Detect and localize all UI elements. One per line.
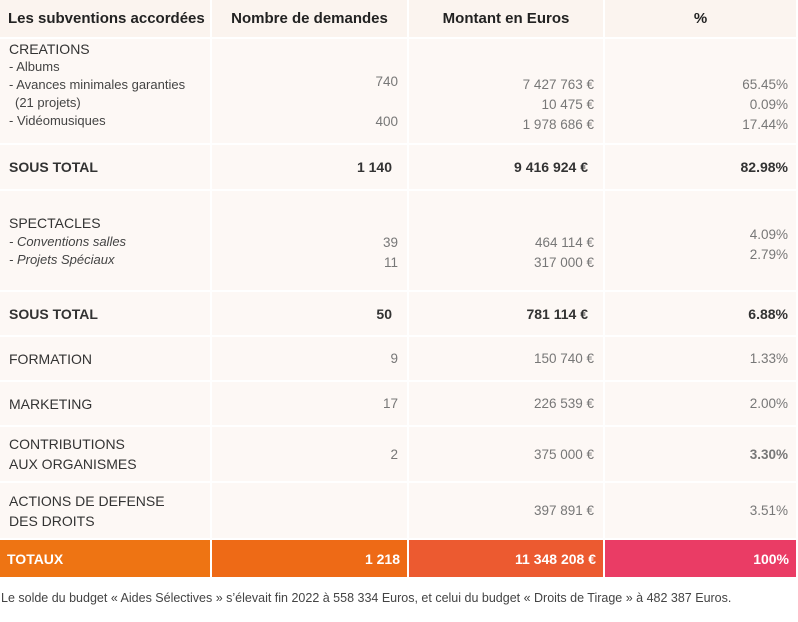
- spectacles-title: SPECTACLES: [9, 215, 101, 231]
- table-row-creations: CREATIONS - Albums - Avances minimales g…: [0, 39, 798, 145]
- spectacles-pcts-cell: 4.09% 2.79%: [605, 191, 798, 292]
- table-row-totals: TOTAUX 1 218 11 348 208 € 100%: [0, 540, 798, 577]
- creations-pcts-cell: 65.45% 0.09% 17.44%: [605, 39, 798, 145]
- formation-count: 9: [212, 337, 409, 382]
- contributions-count: 2: [212, 427, 409, 483]
- subtotal2-pct: 6.88%: [605, 292, 798, 337]
- table-row-formation: FORMATION 9 150 740 € 1.33%: [0, 337, 798, 382]
- table-row-contributions: CONTRIBUTIONS AUX ORGANISMES 2 375 000 €…: [0, 427, 798, 483]
- spectacles-count-conventions: 39: [382, 235, 398, 250]
- spectacles-pct-conventions: 4.09%: [749, 227, 788, 242]
- subtotal1-count: 1 140: [212, 145, 409, 191]
- subtotal2-amount: 781 114 €: [409, 292, 605, 337]
- spectacles-label-cell: SPECTACLES - Conventions salles - Projet…: [0, 191, 212, 292]
- totals-label: TOTAUX: [0, 540, 212, 577]
- creations-amounts-cell: 7 427 763 € 10 475 € 1 978 686 €: [409, 39, 605, 145]
- header-amount-euros: Montant en Euros: [409, 0, 605, 39]
- table-row-defense: ACTIONS DE DEFENSE DES DROITS 397 891 € …: [0, 483, 798, 540]
- header-request-count: Nombre de demandes: [212, 0, 409, 39]
- formation-pct: 1.33%: [605, 337, 798, 382]
- creations-amount-albums: 7 427 763 €: [522, 77, 594, 92]
- budget-balance-footnote: Le solde du budget « Aides Sélectives » …: [1, 591, 732, 605]
- creations-item-advances: - Avances minimales garanties: [9, 77, 186, 92]
- creations-label-cell: CREATIONS - Albums - Avances minimales g…: [0, 39, 212, 145]
- spectacles-item-conventions: - Conventions salles: [9, 234, 127, 249]
- subsidies-table: Les subventions accordées Nombre de dema…: [0, 0, 798, 577]
- contributions-pct: 3.30%: [605, 427, 798, 483]
- table-header-row: Les subventions accordées Nombre de dema…: [0, 0, 798, 39]
- creations-amount-videos: 1 978 686 €: [522, 117, 594, 132]
- spectacles-count-special: 11: [383, 255, 398, 270]
- table-row-subtotal-creations: SOUS TOTAL 1 140 9 416 924 € 82.98%: [0, 145, 798, 191]
- contributions-label-cell: CONTRIBUTIONS AUX ORGANISMES: [0, 427, 212, 483]
- totals-pct: 100%: [605, 540, 798, 577]
- creations-pct-videos: 17.44%: [742, 117, 788, 132]
- contributions-amount: 375 000 €: [409, 427, 605, 483]
- subtotal1-pct: 82.98%: [605, 145, 798, 191]
- marketing-pct: 2.00%: [605, 382, 798, 427]
- spectacles-counts-cell: 39 11: [212, 191, 409, 292]
- creations-pct-advances: 0.09%: [749, 97, 788, 112]
- contributions-label-line1: CONTRIBUTIONS: [9, 436, 125, 452]
- marketing-label: MARKETING: [0, 382, 212, 427]
- defense-label-line1: ACTIONS DE DEFENSE: [9, 492, 165, 509]
- totals-amount: 11 348 208 €: [409, 540, 605, 577]
- subtotal2-label: SOUS TOTAL: [0, 292, 212, 337]
- formation-amount: 150 740 €: [409, 337, 605, 382]
- creations-title: CREATIONS: [9, 41, 90, 57]
- defense-amount: 397 891 €: [409, 483, 605, 540]
- header-percent: %: [605, 0, 798, 39]
- spectacles-amount-special: 317 000 €: [533, 255, 594, 270]
- creations-amount-advances: 10 475 €: [541, 97, 594, 112]
- creations-item-videos: - Vidéomusiques: [9, 113, 106, 128]
- formation-label: FORMATION: [0, 337, 212, 382]
- defense-count: [212, 483, 409, 540]
- marketing-amount: 226 539 €: [409, 382, 605, 427]
- marketing-count: 17: [212, 382, 409, 427]
- totals-count: 1 218: [212, 540, 409, 577]
- creations-count-albums: 740: [375, 74, 398, 89]
- subtotal1-amount: 9 416 924 €: [409, 145, 605, 191]
- creations-item-albums: - Albums: [9, 59, 60, 74]
- table-row-spectacles: SPECTACLES - Conventions salles - Projet…: [0, 191, 798, 292]
- creations-count-videos: 400: [375, 114, 398, 129]
- defense-pct: 3.51%: [605, 483, 798, 540]
- creations-counts-cell: 740 400: [212, 39, 409, 145]
- subtotal1-label: SOUS TOTAL: [0, 145, 212, 191]
- header-granted-subsidies: Les subventions accordées: [0, 0, 212, 39]
- creations-pct-albums: 65.45%: [742, 77, 788, 92]
- contributions-label-line2: AUX ORGANISMES: [9, 456, 137, 472]
- table-row-marketing: MARKETING 17 226 539 € 2.00%: [0, 382, 798, 427]
- spectacles-amounts-cell: 464 114 € 317 000 €: [409, 191, 605, 292]
- subtotal2-count: 50: [212, 292, 409, 337]
- defense-label-line2: DES DROITS: [9, 512, 95, 529]
- spectacles-item-special-projects: - Projets Spéciaux: [9, 252, 115, 267]
- spectacles-amount-conventions: 464 114 €: [534, 235, 594, 250]
- spectacles-pct-special: 2.79%: [749, 247, 788, 262]
- creations-item-projects-note: (21 projets): [15, 95, 81, 110]
- defense-label-cell: ACTIONS DE DEFENSE DES DROITS: [0, 483, 212, 540]
- table-row-subtotal-spectacles: SOUS TOTAL 50 781 114 € 6.88%: [0, 292, 798, 337]
